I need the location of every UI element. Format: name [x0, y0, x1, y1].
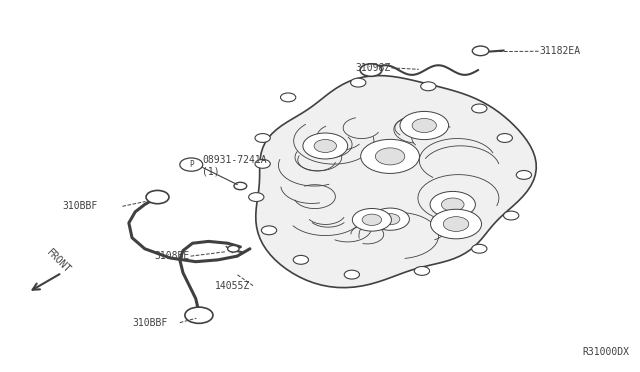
Text: 310BBF: 310BBF	[132, 318, 167, 328]
Circle shape	[412, 118, 436, 132]
Circle shape	[303, 133, 348, 159]
Circle shape	[504, 211, 519, 220]
Circle shape	[472, 244, 487, 253]
Text: FRONT: FRONT	[45, 248, 73, 276]
Circle shape	[516, 170, 532, 179]
Circle shape	[261, 226, 276, 235]
Circle shape	[414, 266, 429, 275]
Circle shape	[430, 192, 476, 218]
Circle shape	[444, 217, 468, 231]
Circle shape	[234, 182, 246, 190]
Circle shape	[442, 198, 464, 211]
Circle shape	[248, 193, 264, 202]
Circle shape	[431, 209, 481, 239]
Text: 310BBF: 310BBF	[62, 201, 97, 211]
Circle shape	[180, 158, 203, 171]
Circle shape	[314, 140, 337, 153]
Circle shape	[361, 140, 419, 173]
Circle shape	[280, 93, 296, 102]
Circle shape	[472, 104, 487, 113]
Text: 08931-7241A
(1): 08931-7241A (1)	[202, 155, 267, 176]
Text: R31000DX: R31000DX	[582, 347, 629, 357]
Circle shape	[185, 307, 213, 323]
Circle shape	[472, 46, 489, 56]
Circle shape	[497, 134, 513, 142]
Circle shape	[376, 148, 404, 165]
Circle shape	[420, 82, 436, 91]
Text: 31098Z: 31098Z	[355, 63, 390, 73]
Polygon shape	[256, 76, 536, 288]
Circle shape	[400, 112, 449, 140]
Circle shape	[353, 208, 392, 231]
Circle shape	[255, 134, 270, 142]
Text: 14055Z: 14055Z	[215, 281, 250, 291]
Circle shape	[362, 214, 381, 225]
Circle shape	[255, 160, 270, 168]
Text: P: P	[189, 160, 193, 169]
Circle shape	[360, 64, 382, 76]
Circle shape	[293, 256, 308, 264]
Circle shape	[344, 270, 360, 279]
Circle shape	[381, 214, 400, 225]
Text: 3108BE: 3108BE	[154, 251, 189, 261]
Circle shape	[228, 246, 239, 252]
Circle shape	[146, 190, 169, 204]
Text: 31182EA: 31182EA	[540, 46, 581, 56]
Circle shape	[351, 78, 366, 87]
Circle shape	[371, 208, 410, 230]
